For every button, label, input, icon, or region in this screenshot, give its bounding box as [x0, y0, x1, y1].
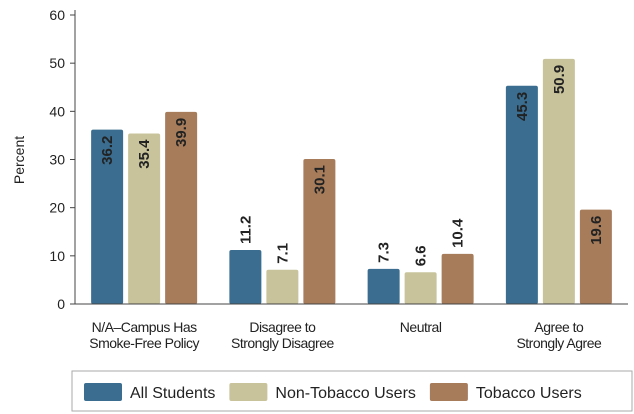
x-tick-label: Neutral: [400, 319, 442, 335]
data-label: 19.6: [588, 216, 605, 245]
legend-swatch: [429, 383, 468, 401]
y-axis-label: Percent: [11, 136, 27, 184]
x-tick-label-line: Agree to: [534, 319, 584, 335]
x-tick-label-line: Disagree to: [249, 319, 316, 335]
y-tick-label: 30: [49, 152, 65, 168]
bar: [303, 159, 336, 304]
y-tick-label: 10: [49, 248, 65, 264]
data-label: 30.1: [311, 165, 328, 194]
bar: [266, 269, 299, 304]
x-tick-label-line: Smoke-Free Policy: [89, 335, 199, 351]
x-tick-label-line: Strongly Disagree: [231, 335, 334, 351]
data-label: 36.2: [99, 136, 116, 165]
x-tick-label: N/A–Campus Has Smoke-Free Policy: [89, 319, 199, 351]
bar: [542, 58, 575, 304]
data-label: 7.1: [274, 243, 291, 264]
bar: [367, 268, 400, 304]
legend-label: Non-Tobacco Users: [275, 385, 416, 402]
bar: [165, 111, 198, 304]
legend-label: All Students: [130, 385, 215, 402]
legend-swatch: [84, 383, 122, 401]
legend-label: Tobacco Users: [476, 385, 582, 402]
bar: [404, 272, 437, 304]
bar: [579, 209, 612, 304]
x-tick-label: Disagree to Strongly Disagree: [231, 319, 334, 351]
data-label: 50.9: [551, 65, 568, 94]
data-label: 45.3: [514, 92, 531, 121]
data-label: 39.9: [173, 118, 190, 147]
data-label: 35.4: [136, 139, 153, 169]
legend-box: [71, 370, 633, 412]
y-tick-label: 20: [49, 200, 65, 216]
x-tick-label-line: N/A–Campus Has: [92, 319, 198, 335]
bar: [128, 133, 161, 304]
x-tick-label: Agree to Strongly Agree: [516, 319, 602, 351]
bar: [505, 85, 538, 305]
bar: [229, 250, 262, 304]
bar: [441, 253, 474, 304]
data-label: 11.2: [237, 216, 254, 244]
data-label: 7.3: [376, 242, 393, 263]
data-label: 10.4: [450, 218, 467, 248]
y-tick-label: 60: [49, 7, 65, 23]
y-tick-label: 0: [57, 296, 65, 312]
bar: [91, 129, 124, 304]
y-tick-label: 50: [49, 55, 65, 71]
x-tick-label-line: Neutral: [400, 319, 442, 335]
legend-swatch: [229, 383, 268, 401]
y-tick-label: 40: [49, 103, 65, 119]
x-tick-label-line: Strongly Agree: [516, 335, 602, 351]
data-label: 6.6: [413, 245, 430, 266]
